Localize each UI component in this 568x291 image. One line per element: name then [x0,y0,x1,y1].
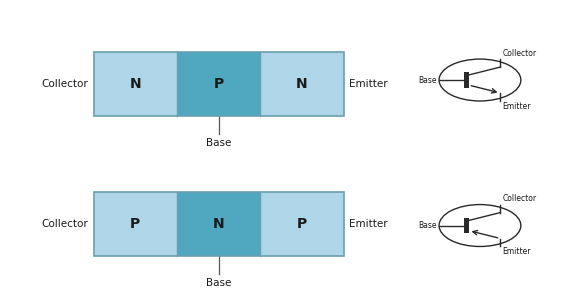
Text: Emitter: Emitter [503,102,531,111]
Text: Collector: Collector [503,49,537,58]
Bar [94,192,344,256]
Bar [94,192,177,256]
Text: P: P [297,217,307,231]
Text: Base: Base [206,138,231,148]
Text: Emitter: Emitter [349,219,388,229]
Bar [260,52,344,116]
Text: P: P [130,217,140,231]
Bar [177,52,260,116]
Bar [260,192,344,256]
Text: Base: Base [206,278,231,288]
Text: Base: Base [418,221,437,230]
Text: Emitter: Emitter [349,79,388,89]
Text: N: N [130,77,141,91]
Text: Collector: Collector [41,79,88,89]
Text: Collector: Collector [503,194,537,203]
Text: Base: Base [418,76,437,84]
Text: Collector: Collector [41,219,88,229]
Bar [464,72,469,88]
Text: N: N [213,217,224,231]
Text: P: P [214,77,224,91]
Bar [94,52,344,116]
Bar [94,52,177,116]
Text: Emitter: Emitter [503,247,531,256]
Bar [177,192,260,256]
Text: N: N [296,77,308,91]
Bar [464,218,469,233]
